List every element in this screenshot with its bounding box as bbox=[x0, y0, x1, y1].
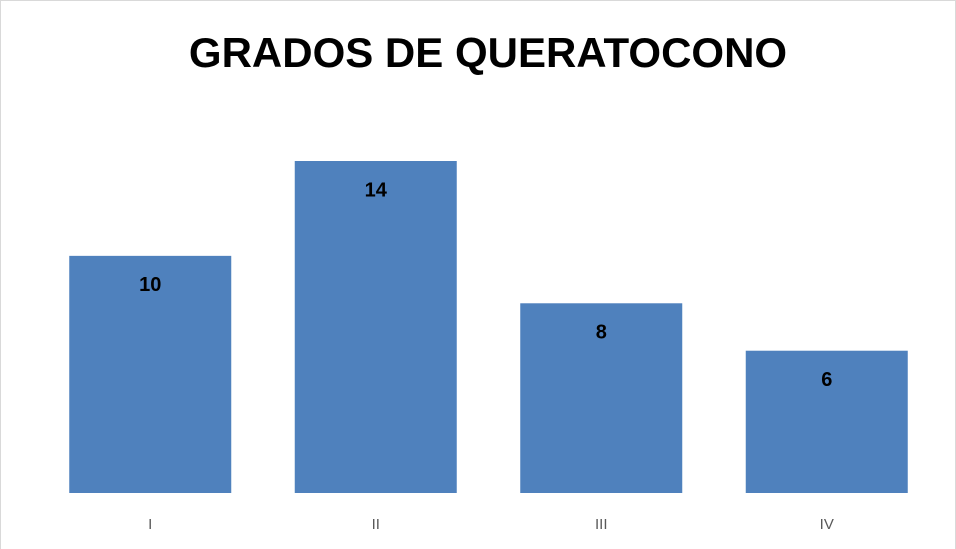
bar bbox=[294, 161, 457, 493]
chart-title: GRADOS DE QUERATOCONO bbox=[189, 29, 787, 76]
x-tick-label: II bbox=[372, 516, 380, 533]
bar bbox=[745, 350, 908, 493]
data-label: 8 bbox=[596, 322, 607, 344]
bar bbox=[520, 303, 683, 493]
data-label: 6 bbox=[821, 369, 832, 391]
x-tick-label: III bbox=[595, 516, 608, 533]
bar bbox=[69, 255, 232, 493]
x-tick-label: IV bbox=[820, 516, 834, 533]
data-label: 10 bbox=[139, 274, 161, 296]
data-label: 14 bbox=[365, 179, 388, 201]
x-tick-label: I bbox=[148, 516, 152, 533]
